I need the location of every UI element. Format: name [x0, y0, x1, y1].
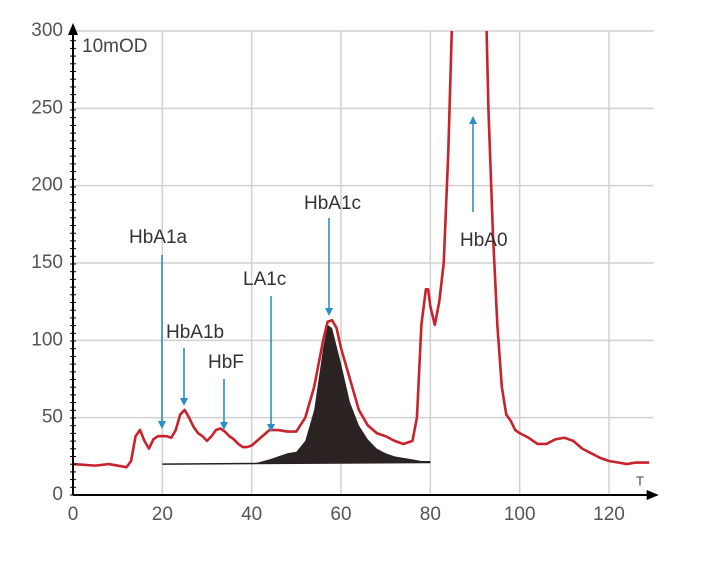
peak-label: HbA1b: [166, 322, 224, 343]
chromatogram-line: [72, 30, 650, 469]
x-tick-label: 80: [420, 504, 441, 525]
y-tick-label: 300: [31, 20, 63, 41]
y-tick-label: 0: [52, 484, 63, 505]
x-tick-label: 0: [68, 504, 79, 525]
x-tick-label: 120: [593, 504, 625, 525]
y-axis-unit: 10mOD: [82, 36, 147, 57]
x-tick-label: 40: [241, 504, 262, 525]
y-tick-label: 250: [31, 97, 63, 118]
integration-baseline: [162, 461, 431, 465]
peak-label: HbA1a: [129, 227, 188, 248]
y-tick-label: 100: [31, 329, 63, 350]
peak-label: HbA0: [460, 230, 508, 251]
peak-label: LA1c: [243, 269, 286, 290]
x-tick-label: 100: [504, 504, 536, 525]
peak-label: HbA1c: [304, 193, 361, 214]
x-axis-label: T: [636, 473, 644, 488]
peak-label: HbF: [208, 352, 244, 373]
shaded-peak: [251, 324, 431, 465]
x-tick-label: 20: [152, 504, 173, 525]
x-tick-label: 60: [330, 504, 351, 525]
y-tick-label: 150: [31, 252, 63, 273]
y-tick-label: 200: [31, 175, 63, 196]
y-tick-label: 50: [42, 407, 63, 428]
